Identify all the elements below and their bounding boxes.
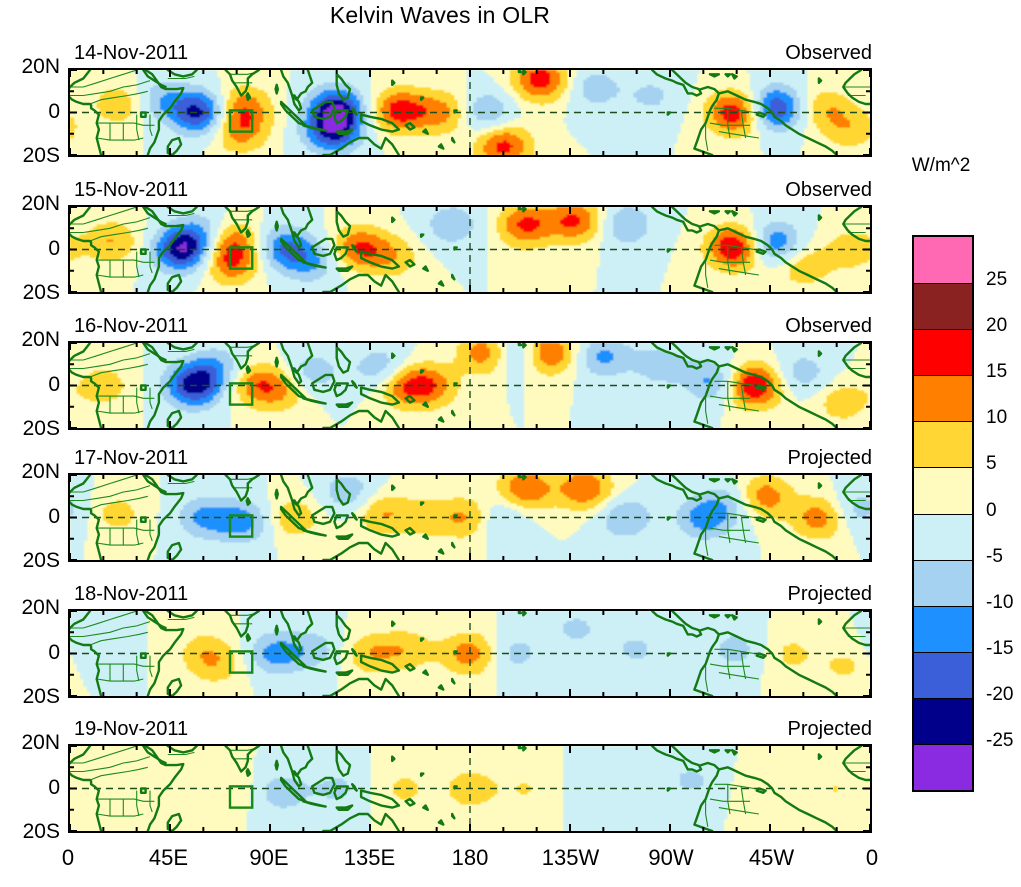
y-tick-label: 20S bbox=[22, 685, 60, 708]
colorbar-band bbox=[914, 513, 972, 561]
x-tick-label: 0 bbox=[865, 845, 879, 870]
x-tick-label: 90W bbox=[648, 845, 694, 870]
colorbar-tick-label: 15 bbox=[986, 361, 1008, 383]
panel-plot-area bbox=[68, 609, 872, 698]
colorbar-band bbox=[914, 559, 972, 607]
y-tick-label: 0 bbox=[48, 99, 60, 123]
panel-kind-label: Observed bbox=[785, 179, 872, 201]
colorbar-band bbox=[914, 283, 972, 330]
y-tick-label: 20N bbox=[21, 460, 60, 483]
y-tick-label: 0 bbox=[48, 775, 60, 799]
y-tick-label: 0 bbox=[48, 372, 60, 396]
y-tick-label: 20N bbox=[21, 55, 60, 78]
colorbar-band bbox=[914, 605, 972, 653]
panel-plot-area bbox=[68, 473, 872, 562]
colorbar-tick-label: 5 bbox=[986, 453, 997, 475]
panel-plot-area bbox=[68, 341, 872, 430]
colorbar-tick-label: -25 bbox=[986, 729, 1014, 751]
colorbar-tick-label: -10 bbox=[986, 591, 1014, 613]
panel-date-label: 18-Nov-2011 bbox=[74, 583, 189, 605]
colorbar-tick-label: -5 bbox=[986, 545, 1003, 567]
y-tick-label: 20S bbox=[22, 144, 60, 167]
colorbar-tick-label: -15 bbox=[986, 637, 1014, 659]
colorbar-band-divider bbox=[914, 513, 972, 515]
panel-date-label: 19-Nov-2011 bbox=[74, 718, 189, 740]
y-tick-label: 0 bbox=[48, 504, 60, 528]
panel-date-label: 16-Nov-2011 bbox=[74, 315, 189, 337]
panel-kind-label: Observed bbox=[785, 315, 872, 337]
colorbar-band-divider bbox=[914, 651, 972, 653]
colorbar-band bbox=[914, 237, 972, 284]
colorbar-band bbox=[914, 743, 972, 791]
colorbar-gradient bbox=[912, 235, 974, 792]
x-tick-label: 135W bbox=[541, 845, 600, 870]
colorbar-band-divider bbox=[914, 697, 972, 699]
page-title: Kelvin Waves in OLR bbox=[329, 2, 551, 28]
panel-kind-label: Projected bbox=[787, 447, 873, 469]
panel-kind-label: Projected bbox=[787, 583, 873, 605]
colorbar-band-divider bbox=[914, 467, 972, 469]
colorbar-band bbox=[914, 329, 972, 376]
x-tick-label: 90E bbox=[249, 845, 289, 870]
colorbar-band bbox=[914, 421, 972, 468]
colorbar-tick-label: 0 bbox=[986, 499, 997, 521]
panel-plot-area bbox=[68, 68, 872, 157]
colorbar-band bbox=[914, 467, 972, 514]
panel-kind-label: Projected bbox=[787, 718, 873, 740]
colorbar-band-divider bbox=[914, 605, 972, 607]
x-tick-label: 135E bbox=[343, 845, 396, 870]
colorbar-band-divider bbox=[914, 283, 972, 285]
y-tick-label: 0 bbox=[48, 640, 60, 664]
panel-plot-area bbox=[68, 744, 872, 833]
panel-date-label: 14-Nov-2011 bbox=[74, 42, 189, 64]
colorbar-band-divider bbox=[914, 375, 972, 377]
colorbar-band-divider bbox=[914, 559, 972, 561]
colorbar-tick-label: 25 bbox=[986, 269, 1008, 291]
y-tick-label: 20S bbox=[22, 549, 60, 572]
y-tick-label: 20N bbox=[21, 731, 60, 754]
colorbar-band-divider bbox=[914, 421, 972, 423]
x-tick-label: 45E bbox=[148, 845, 189, 870]
panel-date-label: 17-Nov-2011 bbox=[74, 447, 189, 469]
y-tick-label: 20N bbox=[21, 328, 60, 351]
colorbar-band-divider bbox=[914, 329, 972, 331]
colorbar-units-label: W/m^2 bbox=[911, 155, 971, 176]
x-tick-label: 180 bbox=[451, 845, 489, 870]
colorbar-band-divider bbox=[914, 743, 972, 745]
y-tick-label: 20N bbox=[21, 596, 60, 619]
colorbar-tick-label: -20 bbox=[986, 683, 1014, 705]
colorbar-tick-label: 10 bbox=[986, 407, 1008, 429]
colorbar-band bbox=[914, 375, 972, 422]
y-tick-label: 20S bbox=[22, 417, 60, 440]
colorbar-band bbox=[914, 697, 972, 745]
panel-plot-area bbox=[68, 205, 872, 294]
x-tick-label: 0 bbox=[61, 845, 75, 870]
colorbar-band bbox=[914, 651, 972, 699]
y-tick-label: 20S bbox=[22, 820, 60, 843]
panel-kind-label: Observed bbox=[785, 42, 872, 64]
y-tick-label: 0 bbox=[48, 236, 60, 260]
colorbar-tick-label: 20 bbox=[986, 315, 1008, 337]
panel-date-label: 15-Nov-2011 bbox=[74, 179, 189, 201]
y-tick-label: 20S bbox=[22, 281, 60, 304]
y-tick-label: 20N bbox=[21, 192, 60, 215]
x-tick-label: 45W bbox=[748, 845, 795, 870]
